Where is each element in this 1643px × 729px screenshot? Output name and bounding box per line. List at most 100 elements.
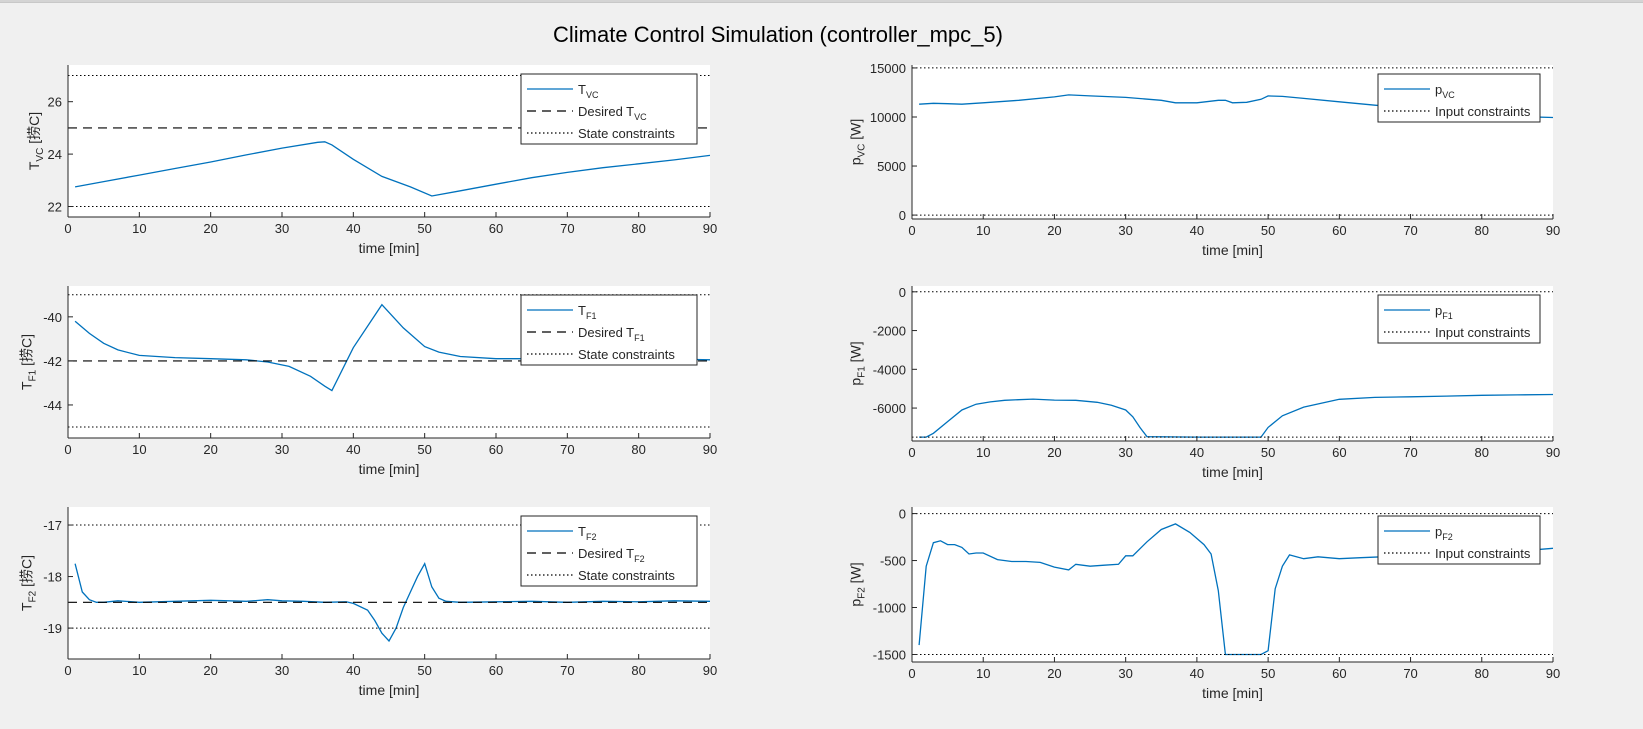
legend: TF1 Desired TF1 State constraints [520,294,698,366]
x-tick-label: 0 [908,666,915,681]
x-tick-label: 80 [1475,666,1489,681]
x-tick-label: 50 [1261,666,1275,681]
x-tick-label: 30 [275,663,289,678]
x-tick-label: 70 [1403,445,1417,460]
legend-box [1377,515,1541,565]
x-tick-label: 20 [203,442,217,457]
x-tick-label: 0 [64,663,71,678]
x-tick-label: 40 [346,663,360,678]
x-tick-label: 90 [1546,666,1560,681]
y-tick-label: 15000 [870,61,906,76]
x-tick-label: 0 [908,445,915,460]
y-tick-label: 22 [48,200,62,215]
legend: pF2 Input constraints [1377,515,1541,565]
x-tick-label: 40 [1190,445,1204,460]
x-tick-label: 10 [976,223,990,238]
x-tick-label: 60 [1332,223,1346,238]
x-tick-label: 70 [560,221,574,236]
subplot-6: 0 10 20 30 40 50 60 70 80 90 -1500 -1000 -500 0 time [… [848,507,1561,701]
y-tick-label: -1500 [873,647,906,662]
y-tick-label: -6000 [873,401,906,416]
series-line [919,393,1553,438]
svg-text:TF1 [捞C]: TF1 [捞C] [19,334,39,390]
plot-area [68,75,710,207]
y-tick-label: 26 [48,95,62,110]
x-tick-label: 30 [1118,223,1132,238]
subplot-1: 0 10 20 30 40 50 60 70 80 90 22 24 26 time [min] TVC [… [26,65,717,256]
plot-area [912,513,1553,656]
x-tick-label: 90 [703,663,717,678]
y-tick-label: -18 [43,570,62,585]
x-tick-label: 40 [1190,223,1204,238]
legend-label: pF1 [1435,303,1453,321]
x-tick-label: 50 [1261,223,1275,238]
plot-area [68,524,710,643]
subplot-3: 0 10 20 30 40 50 60 70 80 90 -44 -42 -40 time [min] TF… [19,286,717,477]
x-tick-label: 90 [1546,445,1560,460]
legend-label: Desired TVC [578,104,647,122]
x-tick-label: 20 [203,221,217,236]
x-tick-label: 60 [489,221,503,236]
x-axis-label: time [min] [359,240,420,256]
x-tick-label: 80 [1475,445,1489,460]
y-tick-label: -2000 [873,324,906,339]
svg-text:TVC [捞C]: TVC [捞C] [26,112,46,170]
x-tick-label: 80 [631,221,645,236]
x-tick-label: 50 [1261,445,1275,460]
legend-label: State constraints [578,347,675,362]
legend-label: Input constraints [1435,546,1531,561]
x-tick-label: 60 [1332,445,1346,460]
legend-label: TF2 [578,524,596,542]
x-tick-label: 50 [417,442,431,457]
x-tick-label: 60 [1332,666,1346,681]
y-tick-label: -4000 [873,362,906,377]
x-tick-label: 20 [203,663,217,678]
x-tick-label: 70 [560,663,574,678]
plot-area [912,291,1553,438]
legend-label: TVC [578,82,599,100]
x-tick-label: 30 [1118,445,1132,460]
legend-box [520,73,698,145]
x-tick-label: 30 [275,442,289,457]
subplot-2: 0 10 20 30 40 50 60 70 80 90 0 5000 10000 15000 time [… [848,61,1561,258]
y-tick-label: 0 [899,285,906,300]
legend-label: Desired TF2 [578,546,645,564]
legend-box [520,294,698,366]
y-axis-label: TVC [捞C] [26,112,46,170]
legend-box [1377,73,1541,123]
x-tick-label: 50 [417,221,431,236]
x-tick-label: 70 [1403,223,1417,238]
x-axis-label: time [min] [1202,685,1263,701]
y-axis-label: pVC [W] [848,119,868,166]
x-tick-label: 70 [1403,666,1417,681]
x-axis-label: time [min] [359,461,420,477]
x-tick-label: 60 [489,663,503,678]
x-tick-label: 70 [560,442,574,457]
y-tick-label: 5000 [877,159,906,174]
series-line [74,141,710,197]
x-tick-label: 0 [64,221,71,236]
x-axis-label: time [min] [1202,242,1263,258]
x-tick-label: 40 [346,442,360,457]
x-tick-label: 10 [976,666,990,681]
y-axis-label: pF1 [W] [848,341,868,385]
y-tick-label: -500 [880,554,906,569]
legend-label: Input constraints [1435,325,1531,340]
legend-label: pF2 [1435,524,1453,542]
x-tick-label: 20 [1047,223,1061,238]
x-tick-label: 90 [703,221,717,236]
svg-text:pVC [W]: pVC [W] [848,119,868,166]
x-axis-label: time [min] [359,682,420,698]
x-tick-label: 40 [346,221,360,236]
x-tick-label: 80 [1475,223,1489,238]
x-tick-label: 0 [908,223,915,238]
x-tick-label: 60 [489,442,503,457]
x-tick-label: 80 [631,442,645,457]
svg-text:pF1 [W]: pF1 [W] [848,341,868,385]
legend-label: Input constraints [1435,104,1531,119]
x-tick-label: 30 [1118,666,1132,681]
x-tick-label: 10 [132,663,146,678]
y-tick-label: -42 [43,354,62,369]
y-tick-label: 10000 [870,110,906,125]
legend-label: TF1 [578,303,596,321]
